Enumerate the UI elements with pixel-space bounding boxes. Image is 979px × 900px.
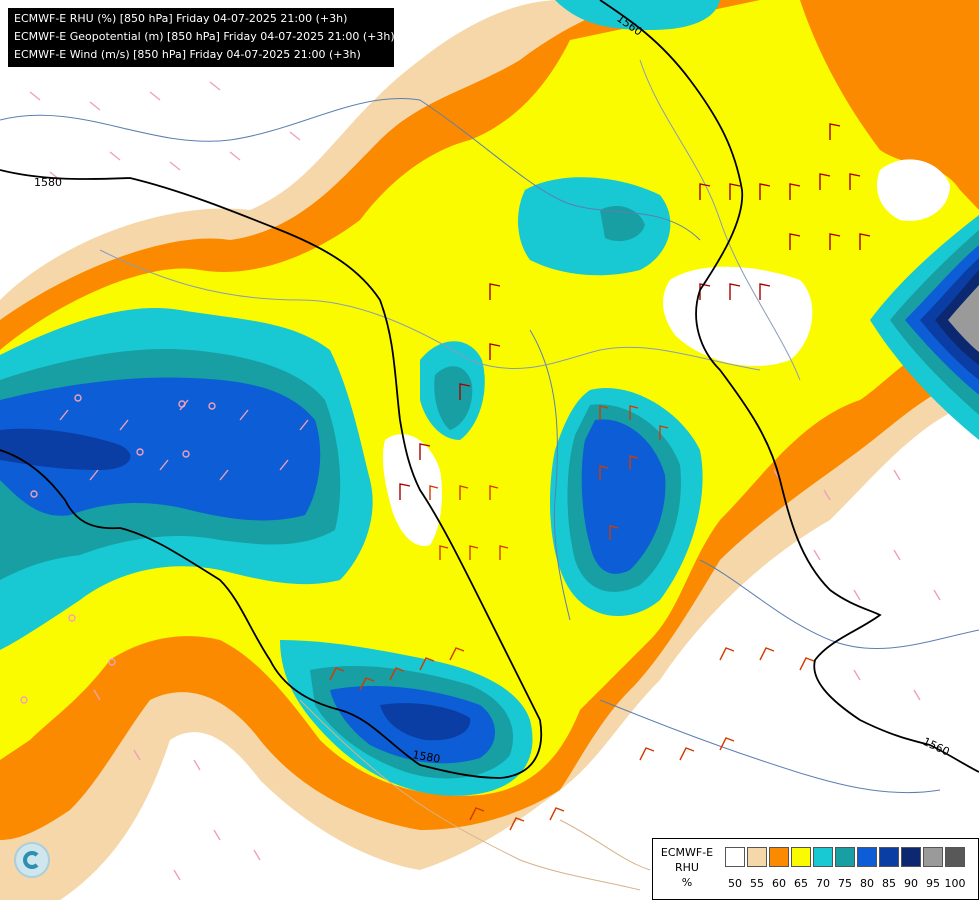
rhu-50-pocket-ne — [876, 159, 950, 221]
rhu-75-region-north — [600, 205, 645, 242]
legend-swatch — [923, 847, 943, 867]
legend-title-variable: RHU — [675, 861, 699, 874]
contour-label: 1580 — [34, 176, 62, 189]
contour-1580 — [0, 169, 543, 779]
logo-swirl — [23, 851, 41, 869]
contour-label: 1560 — [921, 735, 952, 759]
legend-swatch — [813, 847, 833, 867]
geopotential-contours — [0, 0, 979, 779]
legend-swatch — [791, 847, 811, 867]
rhu-80-region-east — [581, 419, 666, 574]
legend-level-label: 60 — [772, 877, 786, 890]
legend-level-label: 75 — [838, 877, 852, 890]
rhu-70-region-north — [518, 177, 671, 276]
legend-swatch — [945, 847, 965, 867]
legend-level-label: 90 — [904, 877, 918, 890]
rhu-85-region-south — [380, 703, 471, 741]
rhu-95-region-far-east — [948, 285, 979, 352]
legend-swatch — [901, 847, 921, 867]
legend-level-label: 55 — [750, 877, 764, 890]
contour-label: 1580 — [411, 748, 441, 766]
rhu-65-region — [0, 0, 979, 796]
legend-swatch — [747, 847, 767, 867]
legend-title-model: ECMWF-E — [660, 846, 714, 859]
map-header: ECMWF-E RHU (%) [850 hPa] Friday 04-07-2… — [8, 8, 394, 67]
wind-barb-layer — [20, 81, 941, 881]
rhu-legend: ECMWF-E RHU % 50 55 60 65 70 75 80 85 90 95 100 — [652, 838, 979, 900]
legend-level-label: 65 — [794, 877, 808, 890]
legend-swatch — [857, 847, 877, 867]
geography-lines — [0, 59, 979, 891]
legend-swatch — [725, 847, 745, 867]
legend-swatch — [835, 847, 855, 867]
legend-level-label: 50 — [728, 877, 742, 890]
header-line-wind: ECMWF-E Wind (m/s) [850 hPa] Friday 04-0… — [14, 48, 361, 61]
ecmwf-logo-icon — [14, 842, 50, 878]
legend-level-label: 100 — [944, 877, 966, 890]
legend-level-label: 85 — [882, 877, 896, 890]
header-line-rhu: ECMWF-E RHU (%) [850 hPa] Friday 04-07-2… — [14, 12, 348, 25]
legend-title: ECMWF-E RHU % — [653, 845, 721, 890]
rhu-85-region-west — [0, 428, 131, 470]
legend-level-label: 80 — [860, 877, 874, 890]
contour-1560-north — [599, 0, 979, 773]
rhu-80-region-west — [0, 377, 321, 521]
legend-swatch — [879, 847, 899, 867]
rhu-70-region-top — [555, 0, 720, 30]
header-line-geopotential: ECMWF-E Geopotential (m) [850 hPa] Frida… — [14, 30, 394, 43]
legend-title-unit: % — [681, 876, 693, 889]
rhu-50-pocket-center — [382, 434, 442, 546]
legend-level-label: 70 — [816, 877, 830, 890]
legend-level-label: 95 — [926, 877, 940, 890]
legend-swatch — [769, 847, 789, 867]
rhu-75-region-mid — [434, 366, 473, 430]
